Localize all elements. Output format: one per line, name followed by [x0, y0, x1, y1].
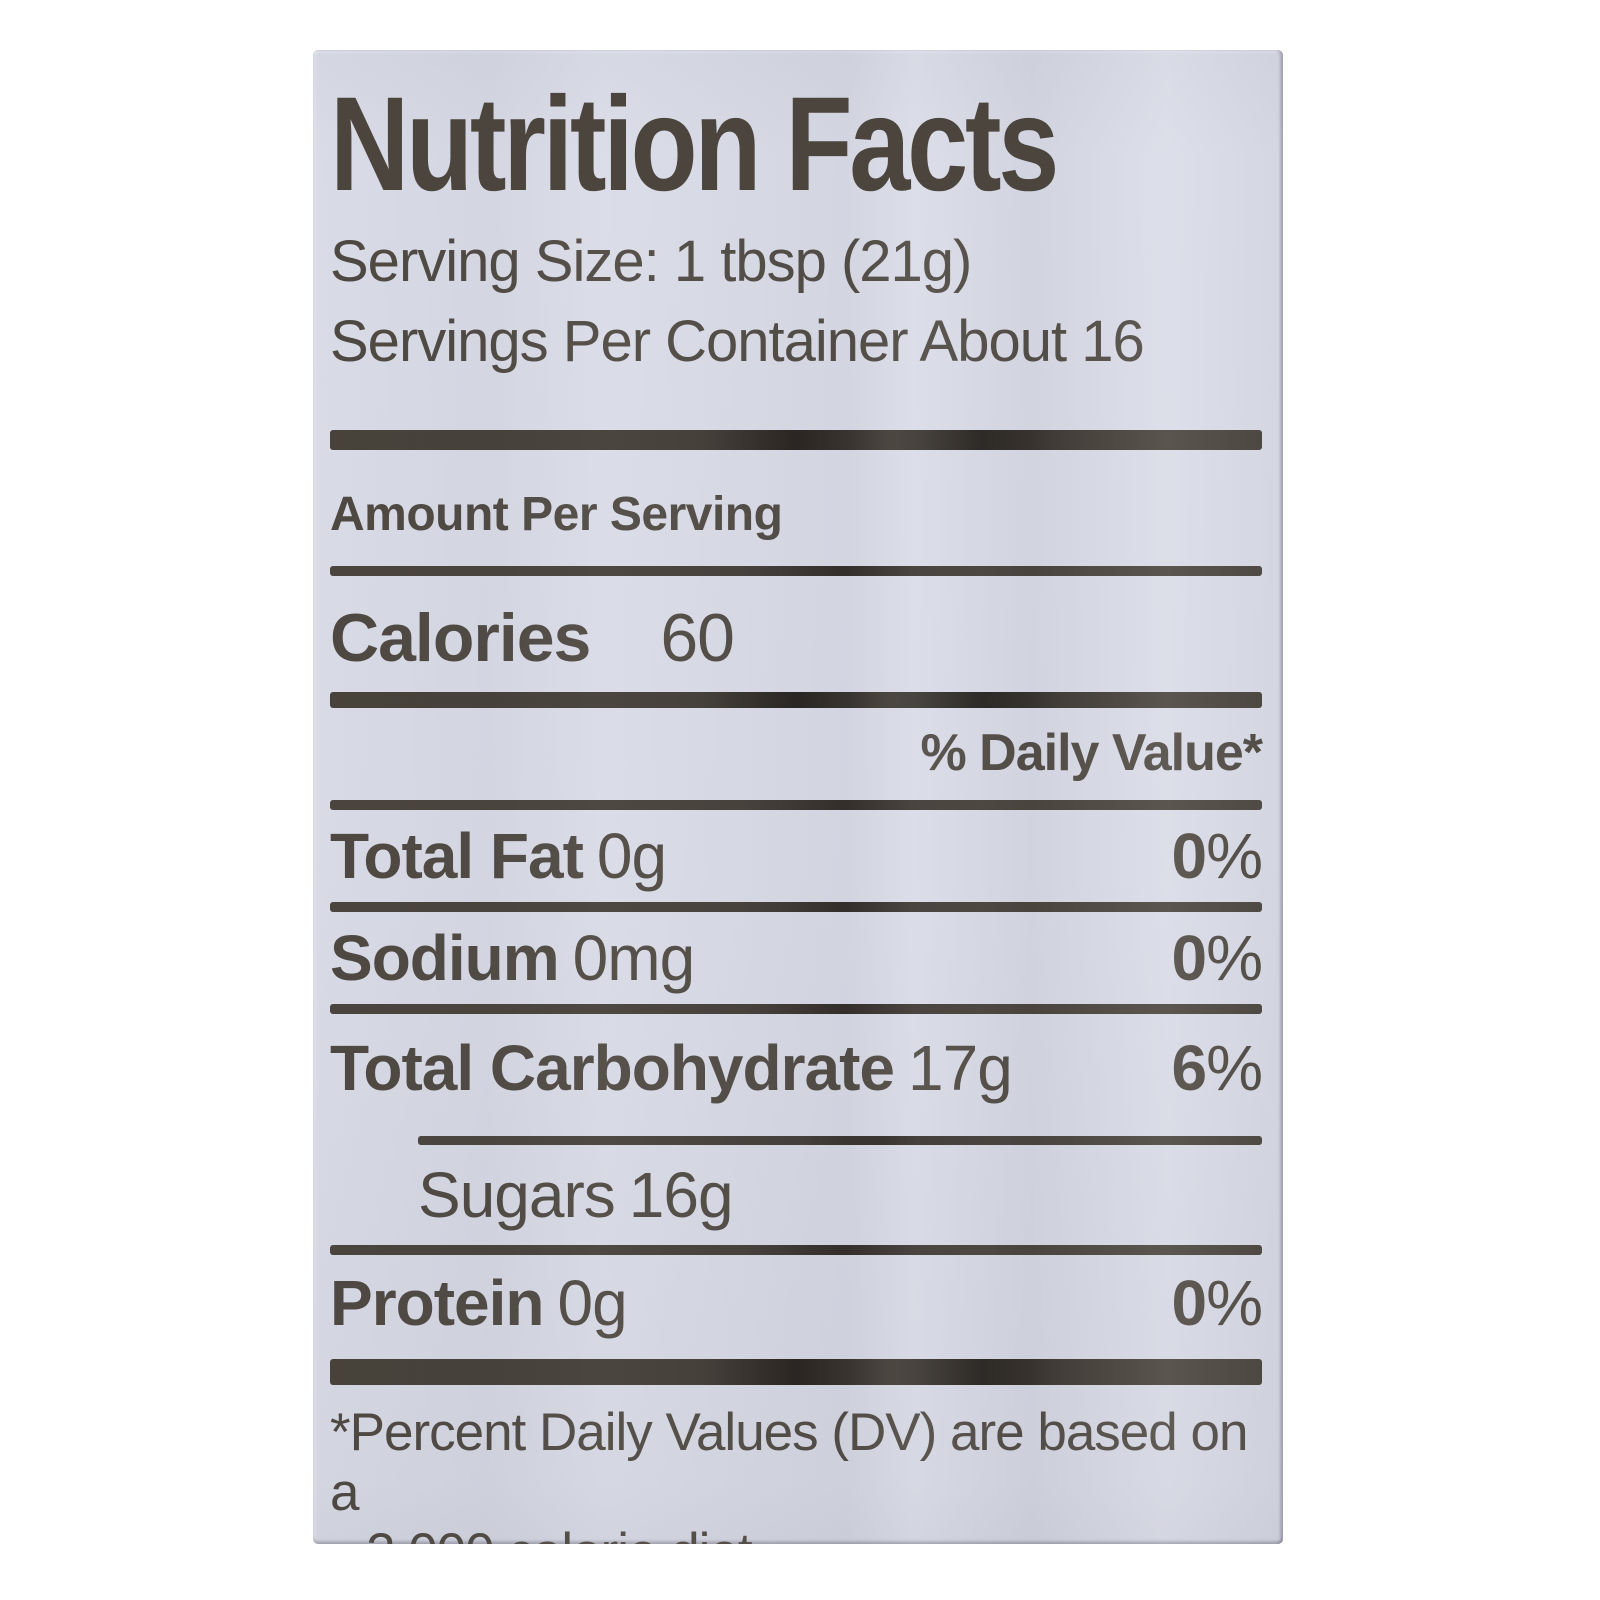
nutrient-name: Sugars: [418, 1158, 616, 1231]
thick-separator-bar: [330, 1358, 1262, 1385]
amount-per-serving-label: Amount Per Serving: [330, 487, 783, 541]
footnote: *Percent Daily Values (DV) are based on …: [330, 1403, 1262, 1544]
nutrient-daily-value: 0%: [1171, 819, 1263, 892]
daily-value-header: % Daily Value*: [920, 723, 1263, 782]
nutrient-row-total-fat: Total Fat 0g 0%: [330, 810, 1263, 902]
nutrient-name: Protein: [330, 1266, 544, 1339]
nutrient-amount: 0mg: [572, 921, 695, 994]
nutrient-amount: 16g: [628, 1158, 734, 1231]
separator-rule: [330, 1244, 1262, 1255]
calories-label: Calories: [330, 599, 591, 676]
nutrient-name: Total Carbohydrate: [330, 1031, 895, 1104]
footnote-line-2: 2,000 calorie diet.: [330, 1523, 1262, 1544]
nutrient-row-protein: Protein 0g 0%: [330, 1255, 1263, 1351]
separator-rule: [330, 901, 1262, 912]
footnote-line-1: *Percent Daily Values (DV) are based on …: [330, 1402, 1248, 1522]
separator-rule-indented: [418, 1135, 1262, 1145]
nutrient-amount: 0g: [557, 1266, 627, 1339]
separator-rule: [330, 799, 1262, 810]
nutrient-name: Sodium: [330, 921, 560, 994]
nutrient-name: Total Fat: [330, 819, 584, 892]
thick-separator-bar: [330, 429, 1262, 450]
nutrient-daily-value: 0%: [1171, 1266, 1263, 1339]
thick-separator-bar: [330, 691, 1262, 708]
nutrient-row-total-carbohydrate: Total Carbohydrate 17g 6%: [330, 1014, 1263, 1114]
calories-value: 60: [660, 599, 735, 676]
calories-row: Calories 60: [330, 604, 1262, 672]
separator-rule: [330, 565, 1262, 576]
separator-rule: [330, 1003, 1262, 1014]
nutrient-amount: 0g: [596, 819, 667, 892]
nutrient-row-sugars: Sugars 16g: [330, 1145, 1262, 1245]
nutrient-daily-value: 6%: [1171, 1031, 1263, 1104]
servings-per-container-text: Servings Per Container About 16: [330, 308, 1145, 374]
nutrient-amount: 17g: [908, 1031, 1013, 1104]
nutrient-row-sodium: Sodium 0mg 0%: [330, 912, 1263, 1004]
label-title: Nutrition Facts: [330, 70, 1059, 219]
nutrient-daily-value: 0%: [1171, 921, 1263, 994]
nutrition-facts-label: Nutrition Facts Serving Size: 1 tbsp (21…: [313, 50, 1283, 1544]
serving-size-text: Serving Size: 1 tbsp (21g): [330, 229, 972, 294]
